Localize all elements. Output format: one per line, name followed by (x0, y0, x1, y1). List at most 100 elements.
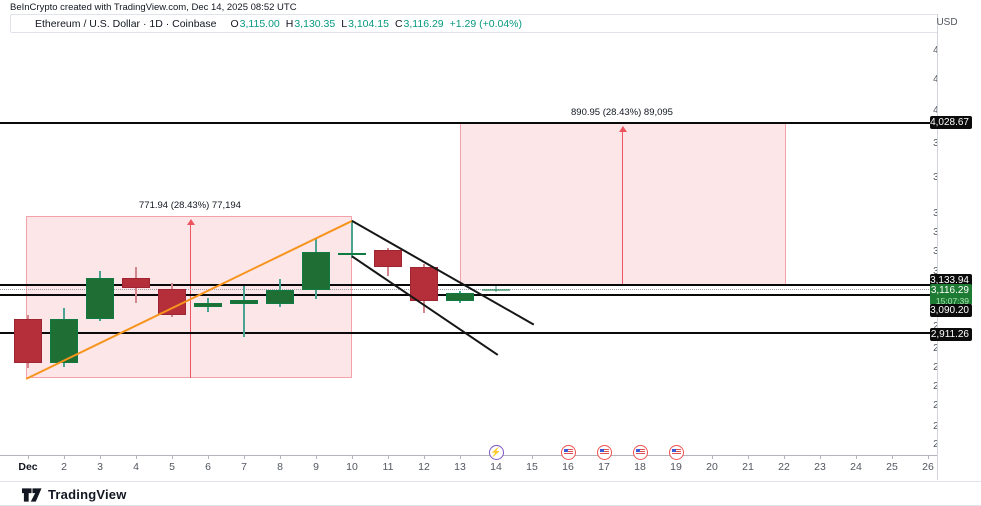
candle-body[interactable] (266, 290, 294, 305)
ohlc-value: 3,130.35 (294, 17, 336, 30)
candle-body[interactable] (374, 250, 402, 267)
candle-body[interactable] (50, 319, 78, 364)
time-tick-label[interactable]: 25 (886, 461, 898, 473)
time-tick-mark (136, 456, 137, 459)
time-tick-label[interactable]: 21 (742, 461, 754, 473)
horizontal-price-line[interactable] (0, 121, 937, 124)
time-tick-label[interactable]: 12 (418, 461, 430, 473)
symbol-title: Ethereum / U.S. Dollar · 1D · Coinbase (35, 17, 217, 30)
price-line-label: 4,028.67 (930, 116, 972, 130)
price-line-label: 2,911.26 (930, 327, 972, 341)
price-axis[interactable] (937, 14, 981, 480)
time-tick-label[interactable]: 7 (241, 461, 247, 473)
time-tick-mark (460, 456, 461, 459)
symbol-legend[interactable]: Ethereum / U.S. Dollar · 1D · Coinbase O… (10, 14, 971, 33)
us-flag-glyph (563, 449, 573, 455)
time-tick-label[interactable]: 26 (922, 461, 934, 473)
ohlc-value: 3,115.00 (239, 17, 280, 30)
range-arrow (186, 219, 195, 379)
us-flag-event-icon[interactable] (596, 444, 612, 460)
us-flag-glyph (599, 449, 609, 455)
time-tick-label[interactable]: 15 (526, 461, 538, 473)
time-tick-mark (28, 456, 29, 459)
price-change: +1.29 (+0.04%) (449, 17, 523, 30)
time-tick-mark (748, 456, 749, 459)
time-tick-label[interactable]: 24 (850, 461, 862, 473)
ohlc-letter: L (341, 17, 348, 30)
time-tick-label[interactable]: 3 (97, 461, 103, 473)
axis-currency-label: USD (936, 17, 958, 28)
candle-body[interactable] (446, 293, 474, 302)
current-price-label: 3,116.29 15:07:39 (930, 283, 972, 306)
time-tick-label[interactable]: 13 (454, 461, 466, 473)
time-tick-mark (892, 456, 893, 459)
time-tick-label[interactable]: Dec (18, 461, 38, 473)
time-tick-mark (280, 456, 281, 459)
economic-event-flash-icon[interactable]: ⚡ (488, 444, 504, 460)
candle-body[interactable] (482, 289, 510, 292)
price-line-label: 3,090.20 (930, 304, 972, 318)
candle-body[interactable] (194, 303, 222, 308)
time-tick-label[interactable]: 5 (169, 461, 175, 473)
time-tick-label[interactable]: 16 (562, 461, 574, 473)
candle-body[interactable] (302, 251, 330, 291)
candle-body[interactable] (86, 278, 114, 320)
ohlc-letter: C (394, 17, 403, 30)
time-tick-mark (856, 456, 857, 459)
time-tick-label[interactable]: 17 (598, 461, 610, 473)
arrow-head (618, 125, 627, 132)
time-tick-label[interactable]: 22 (778, 461, 790, 473)
horizontal-price-line[interactable] (0, 332, 937, 335)
candle-body[interactable] (410, 266, 438, 301)
time-tick-label[interactable]: 10 (346, 461, 358, 473)
time-tick-label[interactable]: 11 (382, 461, 394, 473)
time-tick-label[interactable]: 2 (61, 461, 67, 473)
candle-body[interactable] (14, 319, 42, 364)
ohlc-values: O3,115.00 H3,130.35 L3,104.15 C3,116.29 +1.2… (224, 18, 522, 30)
range-measurement-label: 771.94 (28.43%) 77,194 (139, 200, 241, 212)
time-tick-label[interactable]: 23 (814, 461, 826, 473)
us-flag-event-icon[interactable] (632, 444, 648, 460)
time-tick-label[interactable]: 8 (277, 461, 283, 473)
range-arrow (618, 125, 627, 285)
time-tick-mark (820, 456, 821, 459)
time-tick-mark (244, 456, 245, 459)
time-tick-label[interactable]: 18 (634, 461, 646, 473)
us-flag-glyph (635, 449, 645, 455)
ohlc-value: 3,104.15 (348, 17, 389, 30)
time-tick-mark (784, 456, 785, 459)
footer: TradingView (0, 481, 981, 505)
time-tick-label[interactable]: 19 (670, 461, 682, 473)
range-measurement-label: 890.95 (28.43%) 89,095 (571, 106, 673, 118)
tradingview-logo-text: TradingView (48, 487, 127, 502)
time-tick-mark (100, 456, 101, 459)
ohlc-letter: O (230, 17, 239, 30)
time-tick-mark (532, 456, 533, 459)
ohlc-value: 3,116.29 (403, 17, 444, 30)
arrow-head (186, 219, 195, 226)
time-tick-mark (316, 456, 317, 459)
candle-countdown: 15:07:39 (935, 295, 969, 306)
time-tick-label[interactable]: 6 (205, 461, 211, 473)
credit-line: BeInCrypto created with TradingView.com,… (10, 2, 297, 13)
candle-body[interactable] (158, 289, 186, 315)
time-tick-label[interactable]: 20 (706, 461, 718, 473)
us-flag-event-icon[interactable] (668, 444, 684, 460)
ohlc-letter: H (285, 17, 294, 30)
us-flag-event-icon[interactable] (560, 444, 576, 460)
candle-body[interactable] (122, 278, 150, 289)
current-price-dotted-line (0, 289, 937, 291)
candle-body[interactable] (338, 252, 366, 255)
candle-body[interactable] (230, 299, 258, 305)
time-tick-mark (712, 456, 713, 459)
time-tick-mark (352, 456, 353, 459)
time-tick-label[interactable]: 9 (313, 461, 319, 473)
candle-wick (243, 286, 245, 337)
time-tick-mark (388, 456, 389, 459)
tradingview-logo-icon (22, 487, 42, 502)
time-tick-label[interactable]: 14 (490, 461, 502, 473)
time-tick-label[interactable]: 4 (133, 461, 139, 473)
time-tick-mark (928, 456, 929, 459)
